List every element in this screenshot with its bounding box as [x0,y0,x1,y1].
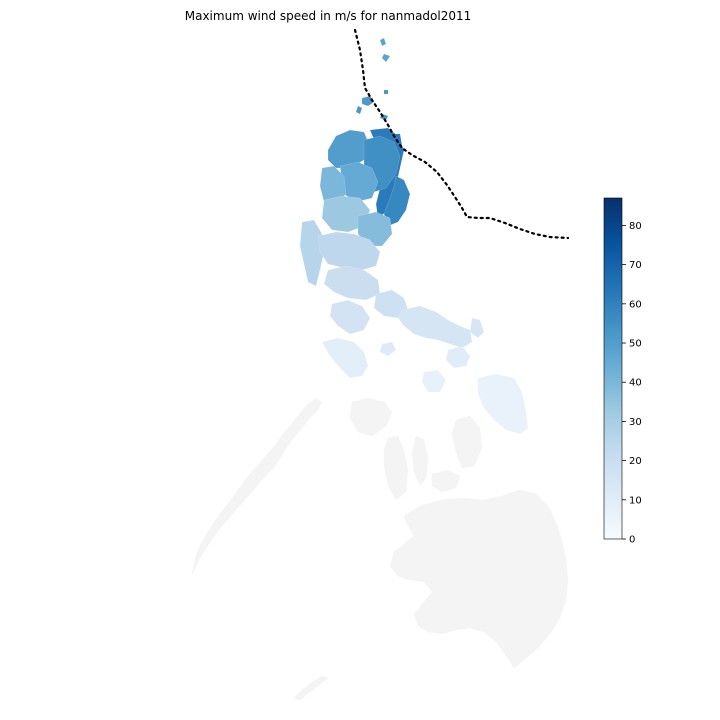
region-central-luzon-plain [317,231,381,271]
region-panay [349,397,393,437]
colorbar: 0 10 20 30 40 50 60 70 80 [603,197,642,546]
islet-babuyan-islands [356,106,362,114]
region-batangas [329,299,371,335]
colorbar-tick-label: 0 [629,535,635,546]
region-isabela-coast [383,175,411,227]
region-palawan [191,397,323,576]
regions-layer [191,37,569,701]
region-cebu [411,435,429,487]
storm-track-line [353,28,570,240]
region-bohol [431,469,461,493]
region-leyte [451,415,483,469]
region-marinduque [379,341,397,357]
region-zambales [299,219,325,287]
region-catanduanes [469,317,485,339]
colorbar-tick-label: 40 [629,378,642,389]
region-samar [477,373,529,435]
colorbar-tick-label: 80 [629,221,642,232]
region-batanes-islands [379,37,387,47]
colorbar-ticks: 0 10 20 30 40 50 60 70 80 [622,221,642,546]
page-title: Maximum wind speed in m/s for nanmadol20… [184,9,472,23]
region-sulu-archipelago [293,675,329,701]
islet-northern-luzon-east-coast [394,134,402,146]
region-mindanao [389,489,569,669]
region-masbate [421,369,447,393]
region-aurora-coast [357,211,393,247]
colorbar-tick-label: 30 [629,417,642,428]
colorbar-tick-label: 60 [629,299,642,310]
region-manila-calabarzon [323,265,381,301]
islet-babuyan-islands [384,90,388,94]
region-cordillera [339,161,379,203]
colorbar-tick-label: 70 [629,260,642,271]
region-northern-luzon-west-coast [327,129,371,169]
colorbar-gradient [603,197,623,540]
colorbar-tick-label: 20 [629,456,642,467]
colorbar-tick-label: 10 [629,495,642,506]
islet-batanes-islands [382,54,390,62]
colorbar-tick-label: 50 [629,339,642,350]
region-negros [383,435,409,501]
region-bicol-peninsula [397,305,473,349]
region-mindoro [321,337,369,379]
region-sorsogon [445,345,471,369]
